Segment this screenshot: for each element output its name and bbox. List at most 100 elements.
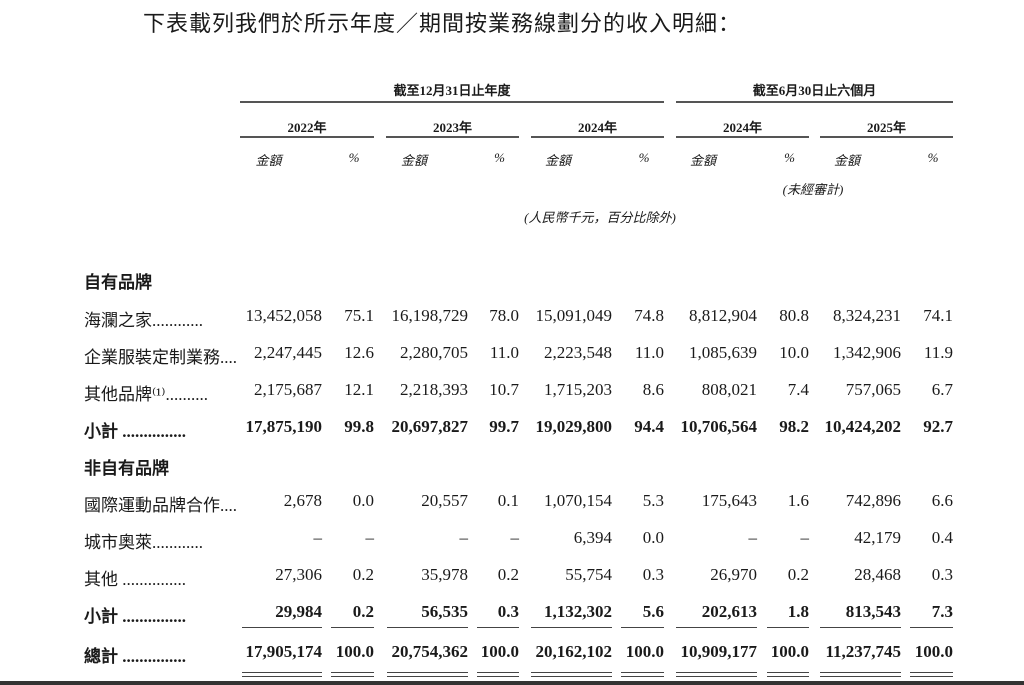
amount-cell: 8,324,231 <box>833 306 901 325</box>
percent-cell: 12.6 <box>344 343 374 362</box>
amount-cell: 27,306 <box>275 565 322 584</box>
amount-cell: 2,247,445 <box>254 343 322 362</box>
amount-cell: 808,021 <box>701 380 757 399</box>
percent-cell: 100.0 <box>770 642 809 661</box>
pct-col-header: % <box>348 150 360 165</box>
amount-cell: 175,643 <box>701 491 757 510</box>
pct-col-header: % <box>784 150 795 165</box>
percent-cell: 1.6 <box>787 491 809 510</box>
table-row: 其他 ............... 27,306 0.2 35,978 0.2 55,7… <box>0 565 1024 589</box>
header-rule <box>240 101 664 103</box>
amount-cell: 1,070,154 <box>544 491 612 510</box>
amount-cell: 15,091,049 <box>535 306 613 325</box>
table-row: 其他品牌⁽¹⁾.......... 2,175,687 12.1 2,218,393 1… <box>0 380 1024 404</box>
amount-col-header: 金額 <box>400 153 427 168</box>
percent-cell: 100.0 <box>914 642 953 661</box>
total-double-underline <box>621 672 664 677</box>
subtotal-underline <box>820 627 901 628</box>
subtotal-underline <box>676 627 757 628</box>
amount-cell: 42,179 <box>854 528 901 547</box>
amount-cell: 20,697,827 <box>391 417 469 436</box>
amount-cell: 10,909,177 <box>680 642 758 661</box>
total-double-underline <box>910 672 953 677</box>
table-row: 國際運動品牌合作.... 2,678 0.0 20,557 0.1 1,070,154 5.… <box>0 491 1024 515</box>
year-rule <box>240 136 374 138</box>
percent-cell: 6.6 <box>931 491 953 510</box>
percent-cell: 10.7 <box>489 380 519 399</box>
subtotal-underline <box>242 627 322 628</box>
percent-cell: 100.0 <box>625 642 664 661</box>
percent-cell: 12.1 <box>344 380 374 399</box>
percent-cell: – <box>510 528 520 547</box>
percent-cell: 92.7 <box>923 417 953 436</box>
amount-cell: 35,978 <box>421 565 468 584</box>
amount-cell: 56,535 <box>421 602 468 621</box>
pct-col-header: % <box>494 150 505 165</box>
amount-cell: 20,557 <box>421 491 468 510</box>
percent-cell: 98.2 <box>779 417 809 436</box>
row-label: 國際運動品牌合作.... <box>84 496 237 515</box>
year-header: 2022年 <box>287 120 327 135</box>
amount-col-header: 金額 <box>689 153 716 168</box>
percent-cell: 80.8 <box>779 306 809 325</box>
percent-cell: 75.1 <box>344 306 374 325</box>
section-title: 非自有品牌 <box>84 459 169 478</box>
percent-cell: 11.0 <box>489 343 519 362</box>
amount-cell: 1,342,906 <box>833 343 901 362</box>
total-double-underline <box>387 672 468 677</box>
total-double-underline <box>242 672 322 677</box>
percent-cell: 0.2 <box>352 565 374 584</box>
amount-cell: 742,896 <box>845 491 901 510</box>
year-rule <box>676 136 809 138</box>
percent-cell: 7.4 <box>787 380 809 399</box>
amount-cell: 1,132,302 <box>544 602 612 621</box>
subtotal-underline <box>477 627 519 628</box>
amount-cell: 17,875,190 <box>245 417 323 436</box>
amount-cell: 16,198,729 <box>391 306 469 325</box>
amount-cell: 6,394 <box>573 528 612 547</box>
percent-cell: 0.4 <box>931 528 953 547</box>
amount-cell: – <box>459 528 469 547</box>
percent-cell: 0.3 <box>642 565 664 584</box>
row-label: 城市奧萊............ <box>84 533 203 552</box>
amount-cell: 2,678 <box>283 491 322 510</box>
subtotal-underline <box>767 627 809 628</box>
percent-cell: 100.0 <box>480 642 519 661</box>
percent-cell: – <box>800 528 810 547</box>
total-double-underline <box>477 672 519 677</box>
amount-cell: 2,223,548 <box>544 343 612 362</box>
row-label: 其他 ............... <box>84 570 186 589</box>
percent-cell: 0.2 <box>497 565 519 584</box>
percent-cell: 0.1 <box>497 491 519 510</box>
bottom-bar <box>0 681 1024 685</box>
subtotal-underline <box>910 627 953 628</box>
amount-cell: 26,970 <box>710 565 757 584</box>
amount-cell: 20,162,102 <box>535 642 613 661</box>
percent-cell: 1.8 <box>787 602 809 621</box>
total-double-underline <box>331 672 374 677</box>
amount-cell: 11,237,745 <box>825 642 901 661</box>
total-row: 總計 ............... 17,905,174 100.0 20,754,… <box>0 642 1024 666</box>
amount-col-header: 金額 <box>544 153 571 168</box>
amount-cell: 1,715,203 <box>544 380 612 399</box>
percent-cell: 10.0 <box>779 343 809 362</box>
percent-cell: 0.3 <box>931 565 953 584</box>
amount-cell: 13,452,058 <box>245 306 323 325</box>
percent-cell: 94.4 <box>634 417 664 436</box>
amount-cell: 28,468 <box>854 565 901 584</box>
amount-cell: 202,613 <box>701 602 757 621</box>
total-double-underline <box>531 672 612 677</box>
percent-cell: 0.0 <box>642 528 664 547</box>
amount-cell: 10,424,202 <box>824 417 902 436</box>
row-label: 小計 ............... <box>84 607 186 626</box>
subtotal-row: 小計 ............... 29,984 0.2 56,535 0.3 1,13… <box>0 602 1024 626</box>
percent-cell: 6.7 <box>931 380 953 399</box>
intro-text: 下表載列我們於所示年度／期間按業務線劃分的收入明細： <box>143 11 742 36</box>
unit-note: (人民幣千元，百分比除外) <box>524 210 676 225</box>
amount-col-header: 金額 <box>833 153 860 168</box>
percent-cell: – <box>365 528 375 547</box>
amount-cell: 2,280,705 <box>400 343 468 362</box>
subtotal-underline <box>621 627 664 628</box>
row-label: 總計 ............... <box>84 647 186 666</box>
percent-cell: 8.6 <box>642 380 664 399</box>
